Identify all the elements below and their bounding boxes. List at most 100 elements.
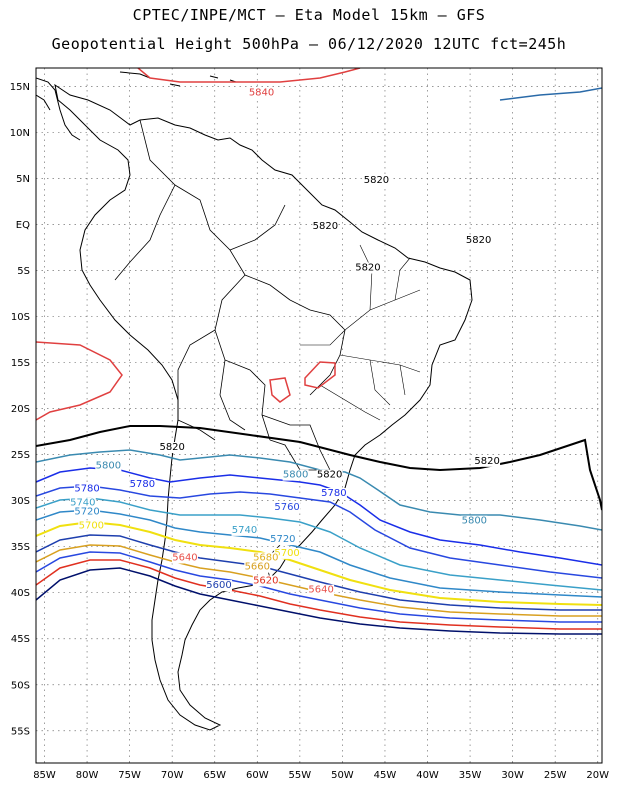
contour-label: 5820 (355, 263, 380, 274)
contour-label: 5820 (159, 442, 184, 453)
map-subtitle: Geopotential Height 500hPa – 06/12/2020 … (51, 35, 567, 53)
contour-5600 (36, 567, 602, 635)
contour-label: 5740 (70, 497, 95, 508)
contour-5740 (36, 497, 602, 591)
contour-label: 5720 (74, 506, 99, 517)
contour-label: 5820 (364, 175, 389, 186)
contour-label-bg (465, 234, 492, 246)
central-america-coastline (36, 77, 81, 141)
lon-tick-label: 60W (246, 770, 269, 781)
lat-tick-label: 10N (10, 128, 30, 139)
lat-tick-label: 20S (11, 404, 30, 415)
south-america-coastline (54, 83, 473, 731)
contour-label: 5700 (274, 548, 299, 559)
contour-label: 5780 (130, 479, 155, 490)
contour-label-bg (252, 575, 279, 587)
contour-label-bg (244, 561, 271, 573)
contour-label: 5640 (308, 585, 333, 596)
contour-label-bg (252, 552, 279, 564)
contour-5700 (36, 520, 602, 606)
contour-label: 5680 (253, 552, 278, 563)
contour-label: 5840 (249, 88, 274, 99)
contour-label-bg (159, 442, 186, 454)
contour-label-bg (312, 221, 339, 233)
lat-tick-label: 15S (11, 358, 30, 369)
contour-5840-center (269, 361, 336, 403)
country-borders (114, 119, 346, 579)
contour-label-bg (171, 552, 198, 564)
contour-5820-south (36, 425, 602, 511)
lon-tick-label: 45W (374, 770, 397, 781)
contour-label-bg (231, 524, 258, 536)
contour-5720 (36, 509, 602, 598)
lat-tick-label: 45S (11, 634, 30, 645)
contour-label-bg (248, 87, 275, 99)
contour-label: 5820 (317, 470, 342, 481)
lat-tick-label: 30S (11, 496, 30, 507)
lat-tick-label: 50S (11, 680, 30, 691)
contour-label-bg (316, 469, 343, 481)
contour-label-bg (320, 488, 347, 500)
lon-tick-label: 70W (161, 770, 184, 781)
contour-label: 5620 (253, 575, 278, 586)
lat-tick-label: 5N (16, 174, 30, 185)
contour-label: 5800 (283, 470, 308, 481)
lon-tick-label: 75W (118, 770, 141, 781)
contour-label-bg (205, 580, 232, 592)
contour-label: 5780 (321, 488, 346, 499)
lat-tick-label: 15N (10, 82, 30, 93)
contour-label-bg (461, 515, 488, 527)
contour-label-bg (74, 506, 101, 518)
lat-tick-label: 5S (17, 266, 30, 277)
contour-label-bg (69, 497, 96, 509)
lon-tick-label: 35W (459, 770, 482, 781)
longitude-tick-labels: 85W 80W 75W 70W 65W 60W 55W 50W 45W 40W 35W 30W 25W 2… (33, 770, 609, 781)
lon-tick-label: 55W (289, 770, 312, 781)
contour-label-bg (354, 262, 381, 274)
contour-5840-north (137, 68, 361, 83)
contour-label: 5820 (466, 235, 491, 246)
contour-label: 5660 (245, 562, 270, 573)
lat-tick-label: 10S (11, 312, 30, 323)
contour-label-bg (78, 520, 105, 532)
lon-tick-label: 20W (586, 770, 609, 781)
contour-label-bg (74, 483, 101, 495)
contour-label: 5800 (462, 516, 487, 527)
lat-lon-grid (36, 68, 602, 763)
contour-label: 5800 (96, 460, 121, 471)
lon-tick-label: 30W (501, 770, 524, 781)
contour-label-bg (363, 175, 390, 187)
lon-tick-label: 50W (331, 770, 354, 781)
contour-label-bg (129, 478, 156, 490)
latitude-tick-labels: 15N 10N 5N EQ 5S 10S 15S 20S 25S 30S 35S 40S 45S 50S 5… (10, 82, 30, 737)
contour-label: 5700 (79, 520, 104, 531)
contour-label: 5820 (474, 456, 499, 467)
contour-label: 5640 (172, 552, 197, 563)
contour-label: 5600 (206, 580, 231, 591)
contour-5780 (36, 467, 602, 566)
contour-label-bg (282, 469, 309, 481)
lat-tick-label: EQ (16, 220, 30, 231)
contour-5840-west (36, 341, 123, 421)
contour-label-bg (274, 501, 301, 513)
lat-tick-label: 55S (11, 726, 30, 737)
contour-label-bg (474, 455, 501, 467)
contour-5660 (36, 544, 602, 617)
lon-tick-label: 40W (416, 770, 439, 781)
coastlines-borders (36, 71, 473, 731)
lon-tick-label: 80W (76, 770, 99, 781)
contour-label: 5760 (274, 502, 299, 513)
lon-tick-label: 85W (33, 770, 56, 781)
contour-5620 (36, 559, 602, 630)
lat-tick-label: 35S (11, 542, 30, 553)
contour-label: 5780 (74, 483, 99, 494)
map-title: CPTEC/INPE/MCT – Eta Model 15km – GFS (132, 6, 486, 24)
contour-label: 5820 (313, 221, 338, 232)
contour-labels: 5840 5820 5820 5820 5820 5820 5820 5820 5800 5800… (69, 87, 501, 596)
contour-north-east (499, 87, 602, 101)
contour-label-bg (95, 460, 122, 472)
contour-label: 5740 (232, 525, 257, 536)
contour-label-bg (274, 547, 301, 559)
lat-tick-label: 25S (11, 450, 30, 461)
